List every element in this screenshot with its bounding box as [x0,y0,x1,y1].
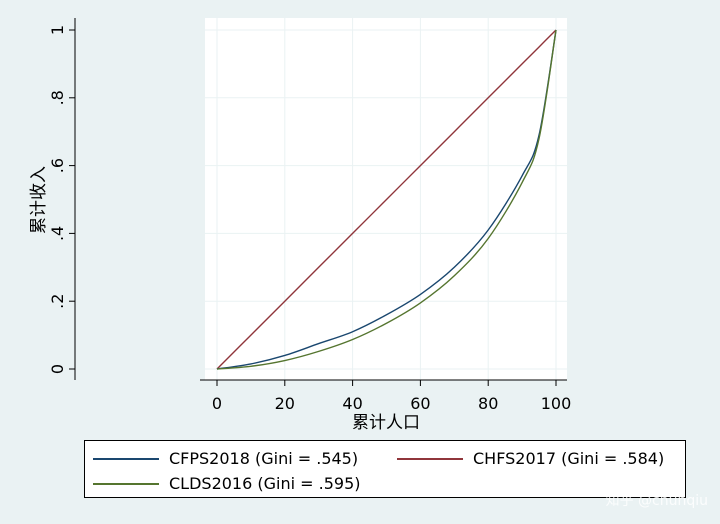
legend-swatch-cfps [93,457,159,460]
series-line-cfps2018 [216,29,557,370]
legend-item-chfs: CHFS2017 (Gini = .584) [397,449,664,468]
legend-label-clds: CLDS2016 (Gini = .595) [169,474,361,493]
y-tick-label-.4: .4 [48,226,67,241]
y-tick-label-.2: .2 [48,294,67,309]
watermark: 知乎 @chunqiu [605,493,708,509]
x-tick-label-20: 20 [275,394,295,413]
legend-label-cfps: CFPS2018 (Gini = .545) [169,449,359,468]
y-axis-title: 累计收入 [29,166,49,234]
legend-label-chfs: CHFS2017 (Gini = .584) [473,449,665,468]
x-tick-label-40: 40 [342,394,362,413]
x-tick-label-100: 100 [541,394,572,413]
grid [205,18,567,380]
axes: 0 20 40 60 80 100 0 .2 .4 .6 .8 1 [48,18,571,413]
plot-area [205,18,567,380]
legend: CFPS2018 (Gini = .545) CHFS2017 (Gini = … [84,440,686,498]
legend-swatch-chfs [397,457,463,460]
y-tick-label-1: 1 [48,25,67,35]
x-tick-label-80: 80 [478,394,498,413]
series-line-clds2016 [216,29,557,370]
y-tick-label-.6: .6 [48,158,67,173]
series-group [216,29,557,370]
x-tick-label-60: 60 [410,394,430,413]
series-line-chfs2017 [216,29,557,370]
y-tick-label-.8: .8 [48,90,67,105]
x-tick-label-0: 0 [212,394,222,413]
legend-item-clds: CLDS2016 (Gini = .595) [93,474,360,493]
y-tick-label-0: 0 [48,364,67,374]
legend-item-cfps: CFPS2018 (Gini = .545) [93,449,358,468]
x-axis-title: 累计人口 [352,413,420,433]
legend-swatch-clds [93,482,159,485]
